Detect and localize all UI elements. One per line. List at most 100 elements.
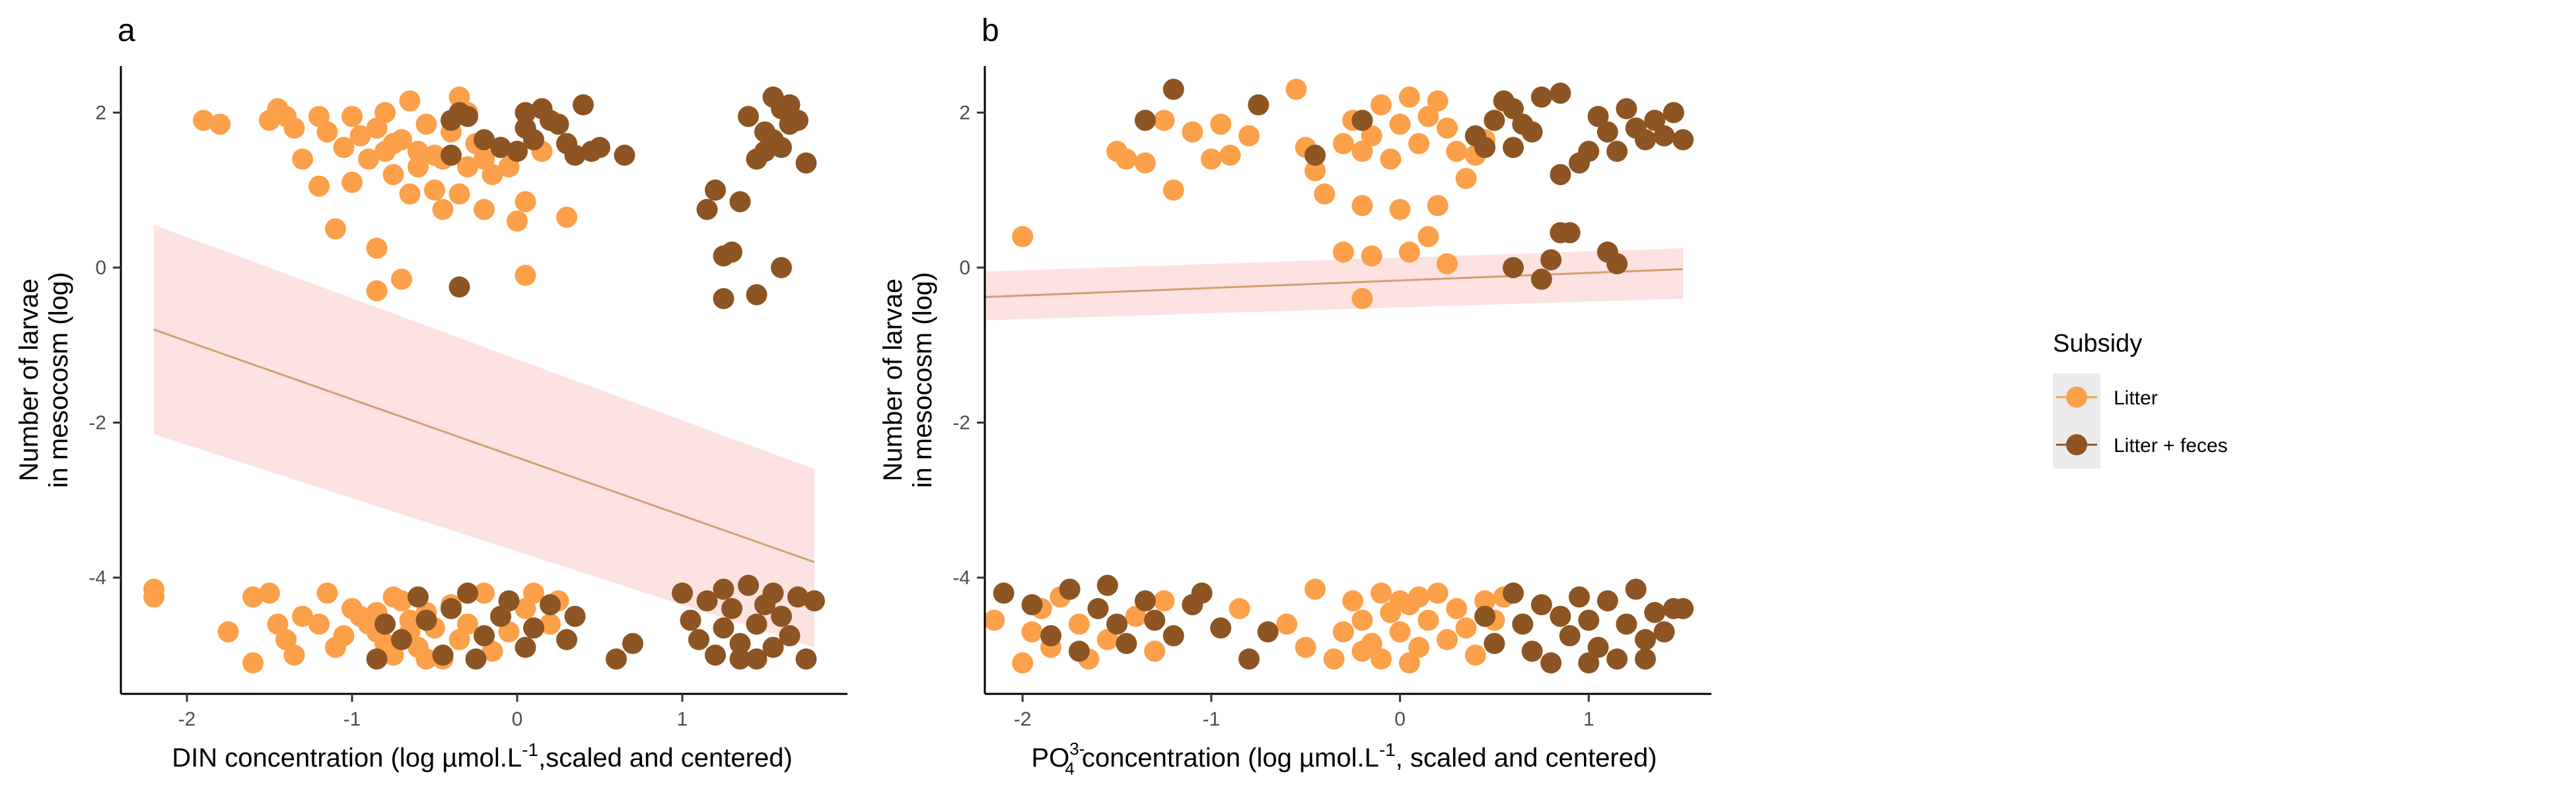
panel-b-point-litter [1389,590,1411,612]
panel-a-point-litter [292,148,313,170]
panel-b-point-litter [1163,179,1184,201]
panel-a-point-litter-feces [573,94,594,116]
panel-b-point-litter [1229,597,1250,619]
panel-a-point-litter-feces [408,586,429,608]
panel-a-point-litter-feces [589,137,610,159]
panel-b-point-litter-feces [1653,125,1675,147]
panel-b-point-litter [1398,652,1420,674]
panel-b-point-litter [1437,117,1458,139]
panel-a-point-litter [316,121,338,143]
panel-a-point-litter [448,628,470,650]
panel-b-point-litter-feces [1559,222,1581,244]
panel-b-point-litter [1389,198,1411,220]
panel-a-point-litter-feces [507,141,528,163]
panel-a-point-litter-feces [746,648,768,670]
panel-a-x-title-sup: -1 [522,739,538,760]
panel-b-point-litter [1210,113,1232,135]
panel-b-x-title-sub: 4 [1065,759,1074,778]
panel-b-point-litter [1361,125,1382,147]
panel-b-point-litter [1408,586,1430,608]
panel-b-point-litter-feces [1134,110,1156,132]
panel-b-point-litter [1134,152,1156,174]
panel-a-point-litter [391,129,412,151]
panel-b-point-litter-feces [1587,106,1609,128]
panel-b-point-litter [1342,590,1364,612]
panel-a-point-litter [341,106,363,128]
panel-b-point-litter-feces [1305,144,1326,166]
panel-a-point-litter-feces [680,609,701,631]
panel-b-point-litter [1474,590,1496,612]
panel-b-point-litter-feces [1191,582,1213,604]
panel-a-point-litter [540,613,561,635]
panel-a-point-litter [358,148,379,170]
panel-a-point-litter-feces [441,597,462,619]
panel-b-point-litter-feces [1596,121,1618,143]
legend-item-litter: Litter [2053,373,2158,421]
panel-b-point-litter [1276,613,1298,635]
legend-label-litter-feces: Litter + feces [2114,435,2228,457]
panel-a-point-litter [292,605,313,627]
panel-a-point-litter [143,586,164,608]
panel-a-x-title: DIN concentration (log µmol.L-1,scaled a… [172,739,793,773]
panel-b-point-litter-feces [1163,79,1184,100]
panel-a-point-litter-feces [415,609,437,631]
panel-a-point-litter-feces [779,625,801,647]
panel-a-point-litter [366,117,388,139]
panel-a-x-tick-label: -2 [178,708,196,730]
panel-b-point-litter [1408,636,1430,658]
panel-b-x-title-sup: 3- [1069,739,1085,759]
panel-a-y-title-line2: in mesocosm (log) [44,272,73,488]
panel-a-point-litter [415,113,437,135]
panel-b-point-litter [1389,621,1411,643]
panel-a-point-litter [523,582,544,604]
panel-a-point-litter [267,613,289,635]
panel-a-y-tick-label: 2 [95,102,106,124]
panel-a-point-litter-feces [457,106,478,128]
panel-b-point-litter-feces [1530,86,1552,108]
panel-b-point-litter [1021,621,1043,643]
panel-a-point-litter-feces [391,628,412,650]
panel-b-point-litter-feces [1578,141,1600,163]
panel-b-point-litter [1351,640,1373,662]
panel-a-point-litter [391,268,412,290]
panel-a-x-tick-label: 0 [512,708,523,730]
panel-b-x-title-main: concentration (log µmol.L [1075,743,1379,773]
panel-b-y-title-line1: Number of larvae [878,279,908,482]
panel-a-x-title-main: DIN concentration (log µmol.L [172,743,522,773]
panel-b-point-litter [1116,148,1137,170]
panel-a-point-litter-feces [713,617,734,639]
panel-b-point-litter [1408,133,1430,155]
panel-b-point-litter-feces [1672,597,1694,619]
panel-b-point-litter [1389,113,1411,135]
panel-b-letter: b [982,13,999,48]
panel-a-point-litter [482,640,503,662]
panel-a-point-litter [382,164,404,186]
panel-a-point-litter [259,582,280,604]
panel-a-point-litter-feces [688,628,709,650]
panel-a-point-litter-feces [779,94,801,116]
panel-a-point-litter [556,206,577,228]
panel-b-point-litter-feces [1530,594,1552,616]
panel-b-point-litter-feces [1238,648,1260,670]
panel-a-letter: a [118,13,135,48]
panel-b-point-litter-feces [1144,609,1166,631]
panel-a-confidence-band [154,225,814,648]
panel-a-point-litter-feces [515,102,536,124]
legend-key-dot-litter [2066,387,2087,408]
panel-a-point-litter-feces [606,648,627,670]
panel-a-point-litter [375,102,396,124]
panel-a-point-litter [242,652,264,674]
panel-a-point-litter [242,586,264,608]
panel-a-point-litter-feces [696,198,718,220]
panel-a-point-litter-feces [721,597,742,619]
panel-b-point-litter-feces [1644,110,1666,132]
panel-b-point-litter-feces [1257,621,1279,643]
panel-b-point-litter-feces [1068,640,1090,662]
panel-a-point-litter-feces [787,110,808,132]
panel-b-point-litter-feces [1530,268,1552,290]
panel-a-point-litter [457,613,478,635]
panel-b-point-litter-feces [1503,582,1524,604]
panel-a-point-litter [448,183,470,205]
panel-b-point-litter [1332,133,1354,155]
panel-a-point-litter [333,137,355,159]
